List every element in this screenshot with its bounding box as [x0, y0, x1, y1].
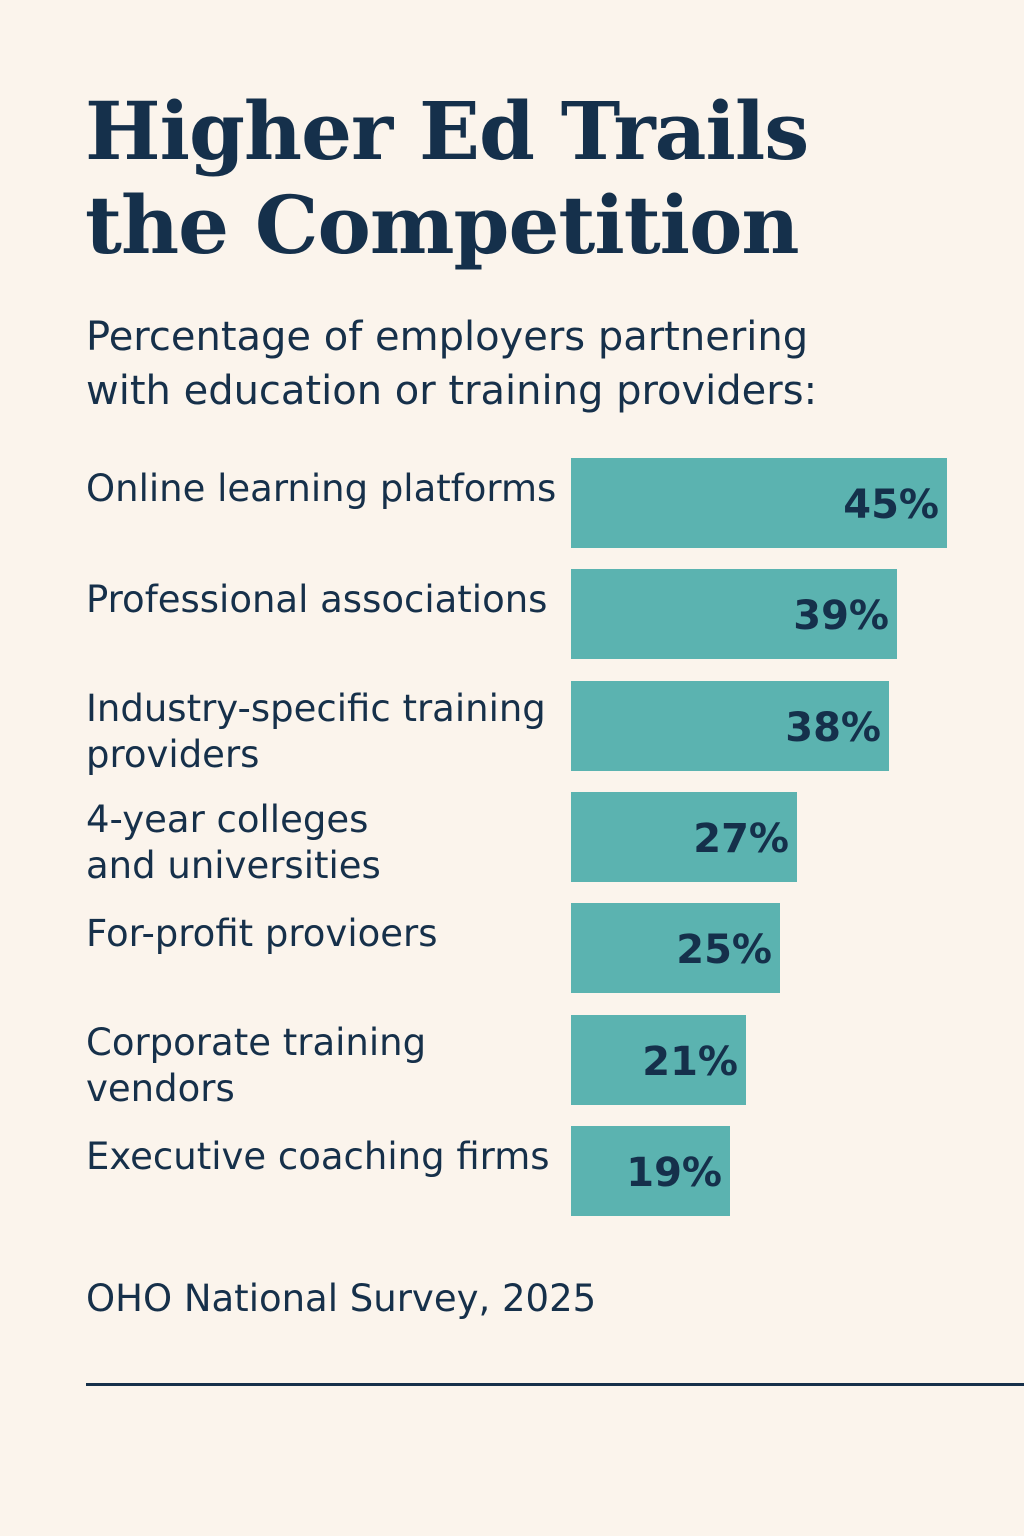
- category-label-line: Corporate training: [86, 1020, 427, 1064]
- chart-subtitle-line-2: with education or training providers:: [86, 368, 818, 414]
- category-label-line: Executive coaching firms: [86, 1134, 550, 1178]
- bar-value-label: 27%: [693, 815, 789, 862]
- chart-title-line-1: Higher Ed Trails: [85, 84, 809, 178]
- bar: 19%: [571, 1125, 730, 1216]
- category-label: Professional associations: [86, 577, 566, 623]
- bar: 25%: [571, 903, 780, 994]
- category-label: For-profit provioers: [86, 911, 566, 957]
- chart-subtitle: Percentage of employers partnering with …: [86, 310, 966, 418]
- category-label-line: vendors: [86, 1066, 235, 1110]
- category-label-line: Industry-specific training: [86, 686, 546, 730]
- bar-value-label: 39%: [793, 593, 889, 640]
- category-label-line: and universities: [86, 843, 381, 887]
- bar: 39%: [571, 569, 897, 660]
- category-label: Executive coaching firms: [86, 1134, 566, 1180]
- category-label: Corporate training vendors: [86, 1020, 566, 1112]
- category-label: Online learning platforms: [86, 466, 566, 512]
- category-label-line: 4-year colleges: [86, 797, 369, 841]
- bar-value-label: 19%: [626, 1149, 722, 1196]
- category-label: Industry-specific training providers: [86, 686, 566, 778]
- bar: 21%: [571, 1014, 746, 1105]
- chart-title-line-2: the Competition: [85, 178, 800, 272]
- bar-value-label: 38%: [785, 704, 881, 751]
- bar: 45%: [571, 458, 947, 548]
- bar-chart: Online learning platforms 45% Professional…: [0, 440, 1024, 1240]
- chart-title: Higher Ed Trails the Competition: [85, 84, 945, 272]
- bar: 27%: [571, 791, 797, 882]
- bar: 38%: [571, 680, 889, 771]
- category-label: 4-year colleges and universities: [86, 797, 566, 889]
- chart-subtitle-line-1: Percentage of employers partnering: [86, 314, 809, 360]
- bar-value-label: 21%: [642, 1038, 738, 1085]
- category-label-line: For-profit provioers: [86, 912, 438, 956]
- source-note: OHO National Survey, 2025: [86, 1277, 597, 1320]
- footer-divider: [86, 1383, 1024, 1386]
- bar-value-label: 25%: [676, 927, 772, 974]
- bar-value-label: 45%: [843, 482, 939, 528]
- category-label-line: providers: [86, 732, 260, 776]
- category-label-line: Online learning platforms: [86, 467, 557, 510]
- category-label-line: Professional associations: [86, 578, 548, 622]
